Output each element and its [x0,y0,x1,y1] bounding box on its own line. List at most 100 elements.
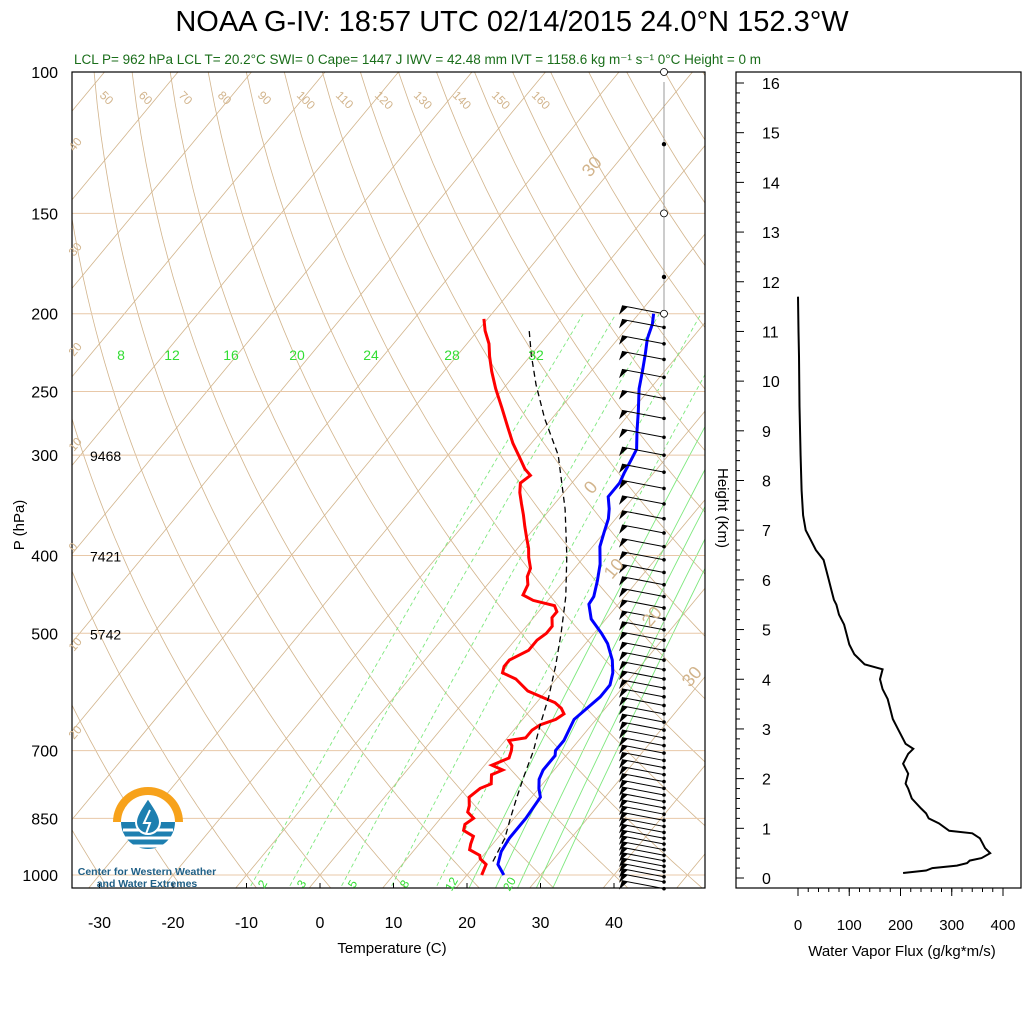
wind-barb-dot [662,728,666,732]
wind-barb-dot [662,695,666,699]
wind-barb-dot [662,880,666,884]
wind-barb-dot [662,648,666,652]
height-tick-label: 15 [762,126,780,143]
x-tick-label: 40 [605,915,623,932]
calm-wind-marker [662,142,666,146]
flux-tick-label: 100 [837,917,862,934]
wind-barb-dot [662,628,666,632]
y-tick-label: 1000 [22,868,58,885]
x-tick-label: 20 [458,915,476,932]
x-tick-label: -20 [161,915,184,932]
y-tick-label: 300 [31,448,58,465]
mixing-ratio-label: 24 [363,347,379,363]
wind-barb-dot [662,800,666,804]
flux-tick-label: 300 [939,917,964,934]
wind-barb-dot [662,825,666,829]
wind-barb-dot [662,397,666,401]
mixing-ratio-label: 28 [444,347,460,363]
wind-barb-dot [662,759,666,763]
wind-barb-dot [662,487,666,491]
height-tick-label: 7 [762,523,771,540]
y-tick-label: 150 [31,206,58,223]
flux-tick-label: 400 [990,917,1015,934]
height-tick-label: 12 [762,275,780,292]
wind-barb-dot [662,848,666,852]
height-tick-label: 8 [762,474,771,491]
height-tick-label: 5 [762,623,771,640]
wind-barb-dot [662,870,666,874]
height-tick-label: 4 [762,672,771,689]
wind-barb-dot [662,780,666,784]
flux-tick-label: 200 [888,917,913,934]
flux-tick-label: 0 [794,917,802,934]
x-tick-label: 0 [316,915,325,932]
dry-adiabat [741,72,1024,892]
wind-barb-dot [662,517,666,521]
wind-barb-dot [662,453,666,457]
logo-line-2: and Water Extremes [70,878,224,890]
wind-barb-dot [662,751,666,755]
wind-barb-dot [662,558,666,562]
calm-wind-marker [661,210,668,217]
height-tick-label: 9 [762,424,771,441]
height-tick-label: 6 [762,573,771,590]
wind-barb-dot [662,531,666,535]
wind-barb-dot [662,744,666,748]
height-tick-label: 11 [762,324,779,341]
wind-barb-dot [662,887,666,891]
wind-barb-dot [662,806,666,810]
wind-barb-dot [662,812,666,816]
wind-barb-dot [662,686,666,690]
wind-barb-dot [662,853,666,857]
wind-barb-dot [662,859,666,863]
mixing-ratio-label: 12 [164,347,180,363]
wind-barb-dot [662,773,666,777]
y-tick-label: 700 [31,744,58,761]
height-tick-label: 3 [762,722,771,739]
geopotential-height-label: 7421 [90,548,121,564]
calm-wind-marker [661,69,668,76]
height-tick-label: 1 [762,821,771,838]
mixing-ratio-label: 32 [528,347,544,363]
mixing-ratio-label: 8 [117,347,125,363]
xlabel: Temperature (C) [337,940,446,957]
wind-barb-dot [662,342,666,346]
wind-barb-dot [662,638,666,642]
x-tick-label: -10 [235,915,258,932]
wind-barb-dot [662,787,666,791]
wind-barb-dot [662,668,666,672]
wind-barb-dot [662,606,666,610]
geopotential-height-label: 5742 [90,626,121,642]
flux-xlabel: Water Vapor Flux (g/kg*m/s) [808,943,996,960]
y-tick-label: 250 [31,385,58,402]
wind-barb-dot [662,595,666,599]
x-tick-label: 30 [532,915,550,932]
isotherm-line [747,72,1024,892]
y-tick-label: 850 [31,811,58,828]
wind-barb-dot [662,326,666,330]
wind-barb-dot [662,376,666,380]
logo-caption: Center for Western Weather and Water Ext… [70,866,224,890]
wind-barb-dot [662,712,666,716]
flux-ylabel: Height (Km) [714,468,731,548]
wind-barb-dot [662,766,666,770]
height-tick-label: 2 [762,772,771,789]
y-tick-label: 100 [31,65,58,82]
isotherm-line [0,72,31,892]
wind-barb-dot [662,571,666,575]
dry-adiabat [779,72,1024,892]
wind-barb-dot [662,435,666,439]
wind-barb-dot [662,502,666,506]
wind-barb-dot [662,358,666,362]
wind-barb-dot [662,677,666,681]
series-water-vapor-flux [798,297,990,873]
wind-barb-dot [662,836,666,840]
calm-wind-marker [662,275,666,279]
mixing-ratio-label: 16 [223,347,239,363]
y-tick-label: 400 [31,548,58,565]
ylabel: P (hPa) [11,500,28,551]
wind-barb-dot [662,704,666,708]
logo-line-1: Center for Western Weather [70,866,224,878]
y-tick-label: 500 [31,626,58,643]
wind-barb-dot [662,875,666,879]
